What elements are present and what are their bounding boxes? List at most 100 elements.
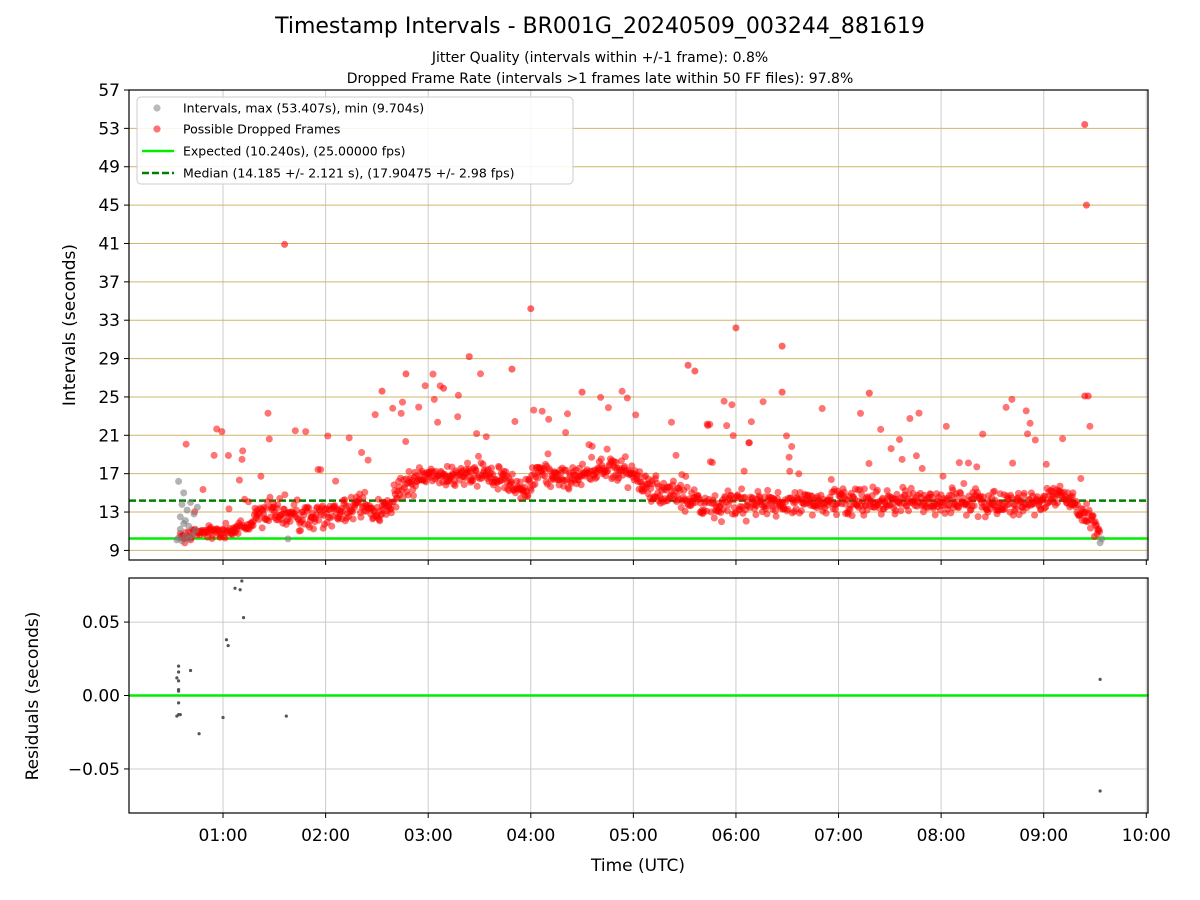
dropped-frame-point (959, 494, 967, 502)
top-ytick-label: 45 (98, 196, 120, 216)
dropped-frame-point (747, 418, 755, 426)
top-ytick-label: 17 (98, 465, 120, 485)
dropped-frame-point (328, 522, 336, 530)
bottom-ytick-label: 0.00 (82, 687, 120, 707)
dropped-frame-point (465, 353, 473, 361)
dropped-frame-point (538, 407, 546, 415)
dropped-frame-point (729, 432, 737, 440)
chart-subtitle-jitter: Jitter Quality (intervals within +/-1 fr… (431, 50, 769, 66)
dropped-frame-point (410, 492, 417, 500)
dropped-frame-point (723, 422, 731, 430)
dropped-frame-point (430, 395, 438, 403)
dropped-frame-point (668, 418, 675, 426)
dropped-frame-point (962, 511, 970, 519)
dropped-frame-point (1056, 482, 1064, 490)
bottom-xtick-label: 04:00 (506, 826, 555, 846)
bottom-xtick-label: 03:00 (404, 826, 453, 846)
dropped-frame-point (527, 305, 535, 313)
dropped-frame-point (415, 403, 423, 411)
dropped-frame-point (752, 511, 760, 519)
chart-subtitle-dropped: Dropped Frame Rate (intervals >1 frames … (346, 71, 854, 87)
dropped-frame-point (623, 394, 631, 402)
dropped-frame-point (1059, 435, 1067, 443)
interval-point (178, 500, 186, 508)
dropped-frame-point (1096, 528, 1104, 536)
dropped-frame-point (472, 466, 480, 474)
dropped-frame-point (624, 484, 632, 492)
dropped-frame-point (1082, 201, 1090, 209)
top-ytick-label: 21 (98, 426, 120, 446)
dropped-frame-point (371, 411, 379, 419)
dropped-frame-point (305, 504, 313, 512)
dropped-frame-point (315, 516, 323, 524)
dropped-frame-point (454, 413, 462, 421)
dropped-frame-point (562, 429, 570, 436)
dropped-frame-point (397, 409, 405, 417)
dropped-frame-point (691, 367, 699, 375)
dropped-frame-point (222, 519, 230, 527)
dropped-frame-point (421, 382, 429, 390)
dropped-frame-point (451, 482, 459, 489)
dropped-frame-point (245, 498, 252, 506)
dropped-frame-point (1087, 524, 1094, 532)
top-ytick-label: 29 (98, 350, 120, 370)
residual-point (176, 670, 181, 674)
dropped-frame-point (389, 404, 397, 412)
top-plot-axes: 9 13 17 21 25 29 33 37 41 45 49 53 57 (98, 81, 1147, 565)
dropped-frame-point (597, 455, 605, 463)
residual-point (233, 586, 237, 590)
dropped-frame-point (771, 507, 779, 515)
dropped-frame-point (652, 472, 660, 480)
dropped-frame-point (364, 456, 372, 464)
interval-point (284, 535, 292, 543)
dropped-frame-point (479, 460, 487, 468)
dropped-frame-point (1031, 436, 1039, 444)
dropped-frame-point (1024, 430, 1031, 438)
dropped-frame-point (684, 361, 692, 369)
dropped-frame-point (636, 468, 644, 476)
dropped-frame-point (711, 492, 719, 500)
dropped-frame-point (939, 472, 947, 480)
dropped-frame-point (578, 388, 586, 396)
bottom-xtick-label: 06:00 (711, 826, 760, 846)
interval-point (185, 522, 193, 530)
dropped-frame-point (286, 517, 294, 525)
dropped-frame-point (297, 527, 304, 534)
dropped-frame-point (547, 483, 555, 491)
dropped-frame-point (564, 410, 571, 418)
bottom-xtick-label: 01:00 (199, 826, 248, 846)
dropped-frame-point (281, 491, 289, 499)
dropped-frame-point (1020, 489, 1028, 497)
dropped-frame-point (1081, 121, 1089, 129)
dropped-frame-point (422, 478, 430, 486)
dropped-frame-point (857, 409, 864, 417)
bottom-xtick-label: 05:00 (609, 826, 658, 846)
dropped-frame-point (361, 488, 369, 496)
residual-point (224, 638, 229, 642)
dropped-frame-point (681, 507, 689, 515)
dropped-frame-point (973, 463, 981, 471)
dropped-frame-point (723, 507, 731, 515)
dropped-frame-point (1077, 475, 1085, 482)
dropped-frame-point (399, 398, 406, 406)
dropped-frame-point (274, 501, 282, 509)
top-ytick-label: 25 (98, 388, 120, 408)
dropped-frame-point (374, 495, 382, 503)
dropped-frame-point (534, 474, 542, 482)
dropped-frame-point (955, 459, 963, 467)
dropped-frame-point (942, 422, 950, 430)
legend-dropped-marker (153, 125, 161, 133)
dropped-frame-point (234, 530, 242, 537)
dropped-frame-point (597, 393, 605, 401)
dropped-frame-point (960, 480, 968, 487)
dropped-frame-point (262, 504, 270, 512)
dropped-frame-point (281, 240, 289, 248)
residual-point (188, 668, 193, 673)
dropped-frame-point (488, 464, 495, 472)
dropped-frame-point (677, 481, 685, 489)
dropped-frame-point (265, 435, 273, 443)
dropped-frame-point (359, 494, 367, 502)
dropped-frame-point (182, 440, 190, 448)
dropped-frame-point (404, 491, 412, 499)
dropped-frame-point (235, 476, 243, 484)
